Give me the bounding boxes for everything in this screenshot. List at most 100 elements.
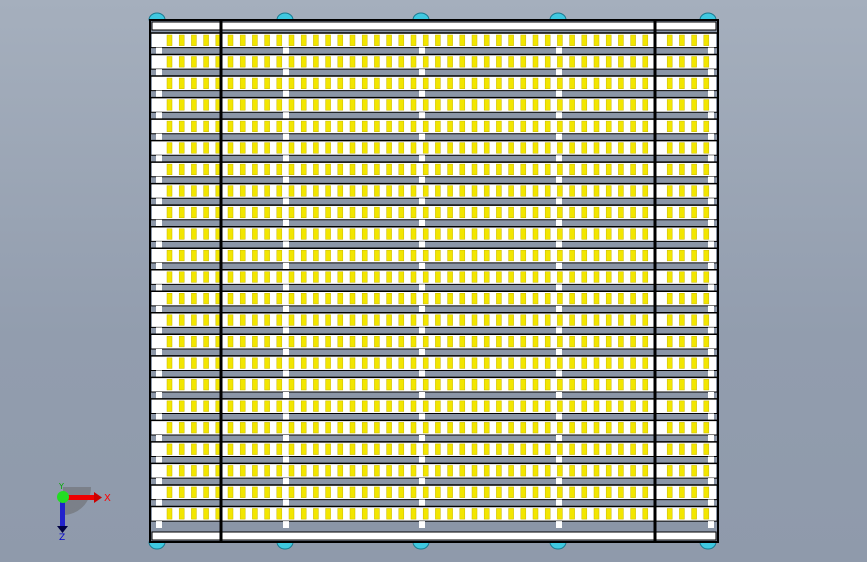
roller	[227, 271, 234, 283]
roller	[483, 206, 490, 219]
roller	[569, 163, 575, 176]
caster-bottom	[276, 541, 294, 550]
roller	[410, 422, 417, 434]
roller	[544, 443, 551, 455]
roller	[557, 56, 563, 68]
roller	[532, 185, 539, 197]
side-bracket	[283, 305, 289, 313]
roller	[386, 249, 392, 262]
roller	[337, 271, 344, 283]
roller	[471, 400, 478, 412]
roller	[325, 508, 331, 520]
roller	[337, 142, 344, 154]
roller	[239, 163, 246, 176]
roller	[483, 77, 490, 89]
roller	[447, 422, 453, 434]
side-bracket	[556, 456, 562, 464]
roller	[325, 271, 331, 283]
roller	[557, 206, 563, 219]
roller	[203, 271, 209, 283]
roller	[313, 465, 319, 477]
roller	[276, 293, 283, 305]
roller	[191, 142, 197, 154]
roller	[386, 293, 392, 305]
roller	[642, 422, 649, 434]
roller	[581, 465, 588, 477]
roller	[520, 400, 527, 412]
roller	[618, 336, 624, 348]
roller	[361, 120, 368, 132]
roller	[520, 163, 527, 176]
roller	[447, 185, 453, 197]
roller	[435, 77, 441, 89]
roller	[398, 443, 405, 455]
roller	[337, 422, 344, 434]
roller	[630, 336, 636, 348]
roller	[581, 486, 588, 498]
frame-divider	[219, 20, 223, 542]
roller	[191, 400, 197, 412]
roller	[178, 336, 185, 348]
roller	[276, 379, 283, 391]
roller	[313, 120, 319, 132]
roller	[703, 142, 710, 154]
side-bracket	[156, 499, 162, 507]
roller	[605, 228, 612, 240]
roller	[605, 379, 612, 391]
roller	[252, 400, 258, 412]
roller	[410, 271, 417, 283]
roller	[642, 120, 649, 132]
roller	[386, 465, 392, 477]
roller	[300, 34, 307, 46]
roller	[593, 443, 600, 455]
roller	[581, 99, 588, 111]
roller	[178, 271, 185, 283]
roller	[300, 99, 307, 111]
roller	[532, 314, 539, 326]
roller	[337, 379, 344, 391]
roller	[508, 228, 514, 240]
roller	[605, 314, 612, 326]
roller	[349, 400, 356, 412]
roller	[569, 486, 575, 498]
side-bracket	[708, 499, 714, 507]
roller	[642, 77, 649, 89]
roller	[642, 357, 649, 369]
roller	[435, 465, 441, 477]
roller	[459, 422, 466, 434]
roller	[618, 314, 624, 326]
roller	[703, 163, 710, 176]
roller	[288, 422, 295, 434]
roller	[581, 77, 588, 89]
side-bracket	[156, 370, 162, 378]
roller	[532, 228, 539, 240]
roller	[361, 443, 368, 455]
roller	[374, 271, 380, 283]
roller	[349, 206, 356, 219]
side-bracket	[156, 176, 162, 184]
roller	[581, 163, 588, 176]
roller	[252, 206, 258, 219]
roller	[325, 249, 331, 262]
roller	[483, 465, 490, 477]
roller	[288, 293, 295, 305]
roller	[361, 206, 368, 219]
roller	[618, 508, 624, 520]
side-bracket	[419, 348, 425, 356]
roller	[569, 77, 575, 89]
roller	[288, 400, 295, 412]
roller	[666, 314, 673, 326]
side-bracket	[283, 241, 289, 249]
roller	[264, 508, 270, 520]
roller	[313, 486, 319, 498]
roller	[569, 34, 575, 46]
roller	[691, 142, 697, 154]
roller	[276, 34, 283, 46]
roller	[679, 508, 685, 520]
roller	[337, 34, 344, 46]
roller	[191, 422, 197, 434]
roller	[642, 400, 649, 412]
roller	[447, 249, 453, 262]
roller	[410, 486, 417, 498]
